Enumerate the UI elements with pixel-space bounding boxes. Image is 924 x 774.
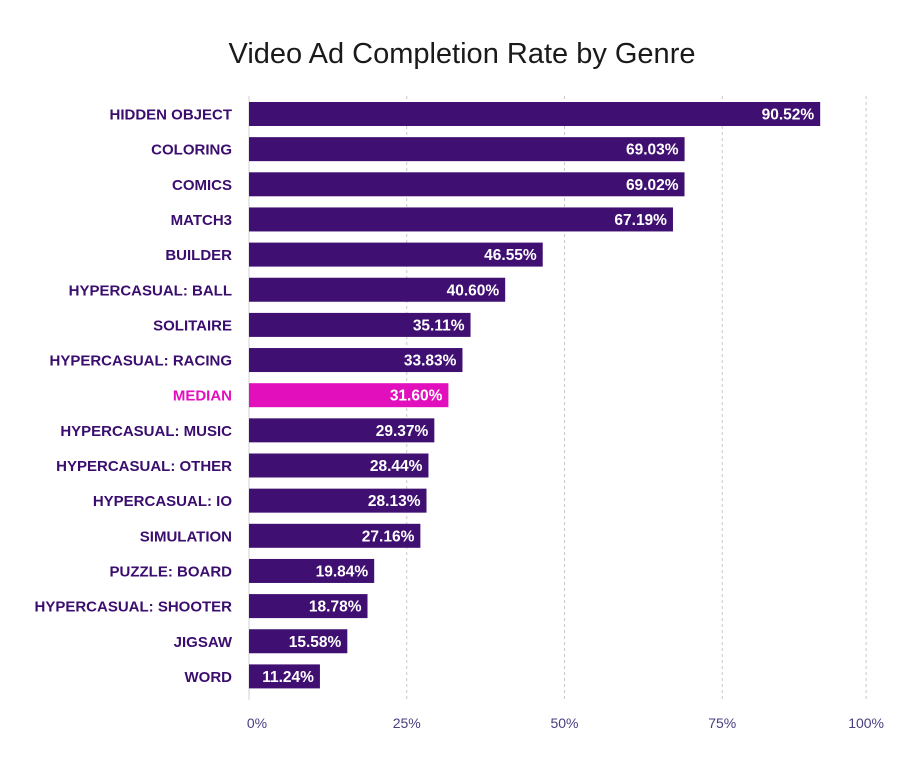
value-label: 46.55% bbox=[484, 247, 537, 264]
value-label: 31.60% bbox=[390, 388, 443, 405]
value-label: 18.78% bbox=[309, 599, 362, 616]
value-label: 28.13% bbox=[368, 493, 421, 510]
category-label: HYPERCASUAL: BALL bbox=[69, 282, 232, 299]
bar bbox=[249, 664, 320, 689]
chart-title: Video Ad Completion Rate by Genre bbox=[228, 38, 696, 70]
bar bbox=[249, 348, 463, 373]
value-label: 15.58% bbox=[289, 634, 342, 651]
value-label: 90.52% bbox=[762, 107, 815, 124]
value-label: 29.37% bbox=[376, 423, 429, 440]
x-tick-label: 100% bbox=[848, 715, 884, 731]
bar bbox=[249, 137, 685, 162]
bar bbox=[249, 594, 368, 619]
category-label: HYPERCASUAL: OTHER bbox=[56, 458, 232, 475]
category-label: COLORING bbox=[151, 142, 232, 159]
category-label: WORD bbox=[185, 669, 233, 686]
value-label: 19.84% bbox=[316, 563, 369, 580]
category-label: HYPERCASUAL: SHOOTER bbox=[34, 599, 232, 616]
value-label: 28.44% bbox=[370, 458, 423, 475]
bar bbox=[249, 172, 685, 197]
bar bbox=[249, 558, 375, 583]
tick-layer: 0% 25% 50% 75% 100% bbox=[247, 715, 884, 731]
category-label: SOLITAIRE bbox=[153, 317, 232, 334]
x-tick-label: 50% bbox=[550, 715, 578, 731]
value-label: 69.02% bbox=[626, 177, 679, 194]
category-label: HIDDEN OBJECT bbox=[109, 107, 232, 124]
value-label: 11.24% bbox=[262, 669, 314, 686]
bar bbox=[249, 242, 543, 267]
category-label: JIGSAW bbox=[174, 634, 233, 651]
value-label: 33.83% bbox=[404, 353, 457, 370]
bar bbox=[249, 629, 348, 654]
bar bbox=[249, 418, 435, 443]
category-label: MEDIAN bbox=[173, 388, 232, 405]
category-label: PUZZLE: BOARD bbox=[110, 563, 233, 580]
value-label: 27.16% bbox=[362, 528, 415, 545]
category-label: MATCH3 bbox=[171, 212, 232, 229]
bar bbox=[249, 277, 506, 302]
bar bbox=[249, 383, 449, 408]
value-label: 35.11% bbox=[413, 317, 465, 334]
value-label: 69.03% bbox=[626, 142, 679, 159]
bar bbox=[249, 488, 427, 513]
category-label: BUILDER bbox=[165, 247, 232, 264]
value-label: 67.19% bbox=[614, 212, 667, 229]
category-label: HYPERCASUAL: RACING bbox=[49, 353, 232, 370]
x-tick-label: 25% bbox=[393, 715, 421, 731]
bar bbox=[249, 312, 471, 337]
value-label: 40.60% bbox=[447, 282, 500, 299]
bar bbox=[249, 102, 821, 126]
category-label: SIMULATION bbox=[140, 528, 232, 545]
category-label: HYPERCASUAL: IO bbox=[93, 493, 233, 510]
bar bbox=[249, 207, 673, 232]
label-layer: HIDDEN OBJECT 90.52% COLORING 69.03% COMICS 6… bbox=[34, 107, 814, 686]
bar bbox=[249, 523, 421, 548]
x-tick-label: 75% bbox=[708, 715, 736, 731]
bar-layer bbox=[249, 102, 821, 689]
x-tick-label: 0% bbox=[247, 715, 267, 731]
bar bbox=[249, 453, 429, 478]
category-label: COMICS bbox=[172, 177, 232, 194]
category-label: HYPERCASUAL: MUSIC bbox=[60, 423, 232, 440]
